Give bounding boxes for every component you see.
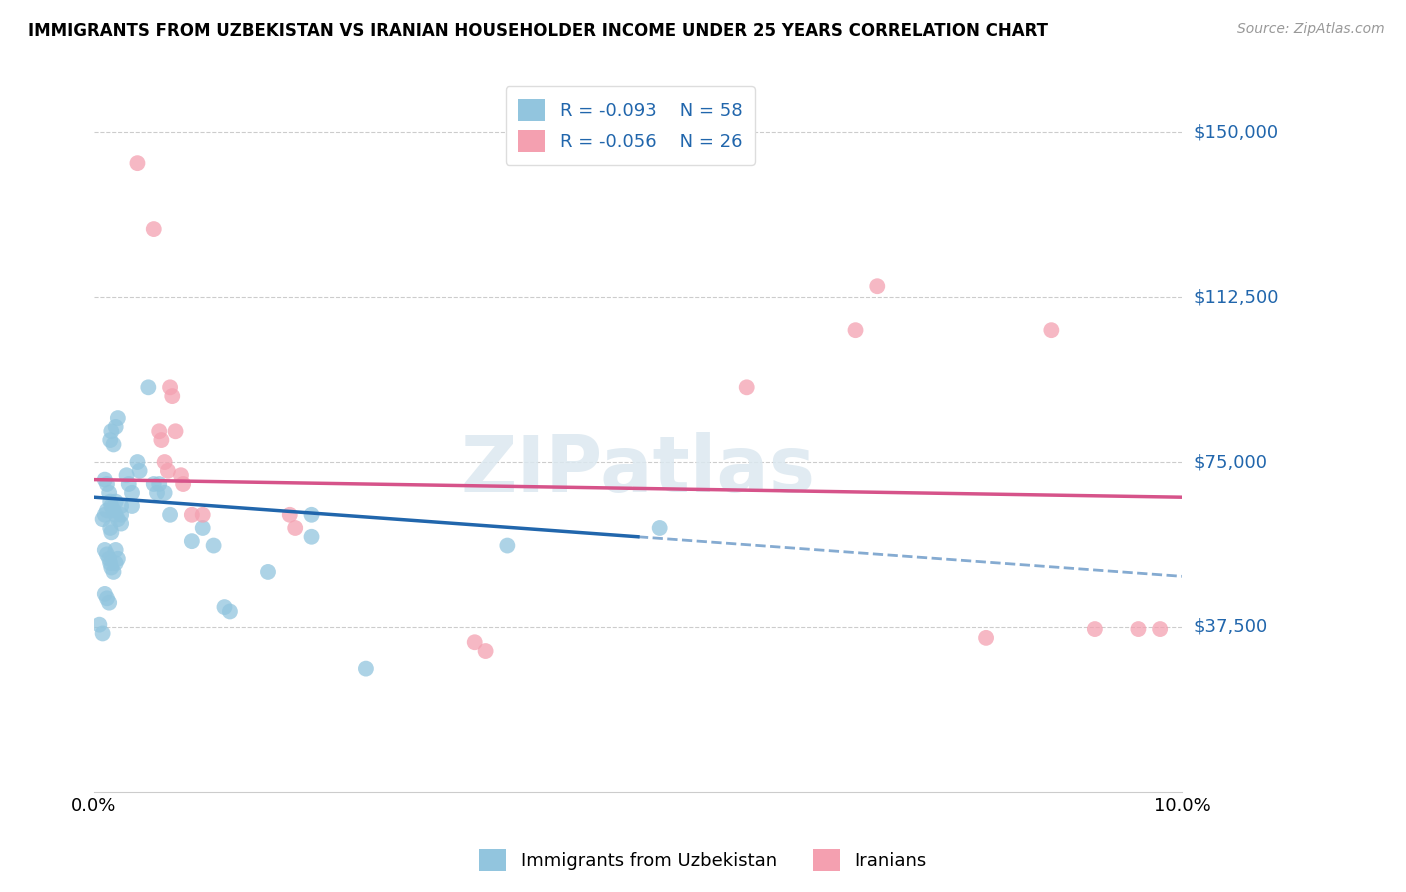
Point xyxy=(98,521,121,535)
Point xyxy=(474,644,496,658)
Point xyxy=(170,468,193,483)
Point xyxy=(159,508,181,522)
Point xyxy=(464,635,486,649)
Point xyxy=(156,464,179,478)
Point xyxy=(159,380,181,394)
Point xyxy=(103,437,125,451)
Point xyxy=(110,499,132,513)
Point xyxy=(89,617,111,632)
Point xyxy=(153,455,176,469)
Point xyxy=(1149,622,1171,636)
Point xyxy=(202,539,225,553)
Point xyxy=(301,530,323,544)
Point xyxy=(1084,622,1107,636)
Point xyxy=(94,508,117,522)
Point xyxy=(118,477,141,491)
Point xyxy=(104,494,127,508)
Point xyxy=(98,494,121,508)
Point xyxy=(148,424,170,438)
Point xyxy=(1040,323,1063,337)
Point xyxy=(91,512,114,526)
Point xyxy=(121,485,143,500)
Point xyxy=(128,464,150,478)
Point xyxy=(284,521,307,535)
Point xyxy=(115,468,138,483)
Point xyxy=(104,543,127,558)
Point xyxy=(214,600,236,615)
Text: $37,500: $37,500 xyxy=(1194,618,1267,636)
Point xyxy=(172,477,194,491)
Point xyxy=(94,587,117,601)
Point xyxy=(96,591,118,606)
Point xyxy=(98,556,121,570)
Point xyxy=(98,485,121,500)
Point xyxy=(121,499,143,513)
Legend: R = -0.093    N = 58, R = -0.056    N = 26: R = -0.093 N = 58, R = -0.056 N = 26 xyxy=(506,87,755,165)
Point xyxy=(103,565,125,579)
Point xyxy=(191,508,214,522)
Point xyxy=(91,626,114,640)
Point xyxy=(100,525,122,540)
Point xyxy=(148,477,170,491)
Point xyxy=(648,521,671,535)
Point xyxy=(94,543,117,558)
Point xyxy=(142,477,165,491)
Point xyxy=(107,512,129,526)
Point xyxy=(136,380,159,394)
Point xyxy=(146,485,169,500)
Point xyxy=(96,503,118,517)
Point xyxy=(98,433,121,447)
Point xyxy=(100,499,122,513)
Point xyxy=(735,380,758,394)
Point xyxy=(98,551,121,566)
Point xyxy=(104,556,127,570)
Point xyxy=(142,222,165,236)
Point xyxy=(98,596,121,610)
Point xyxy=(104,508,127,522)
Point xyxy=(107,551,129,566)
Point xyxy=(278,508,301,522)
Point xyxy=(844,323,866,337)
Point xyxy=(100,560,122,574)
Point xyxy=(1128,622,1150,636)
Point xyxy=(96,547,118,561)
Point xyxy=(191,521,214,535)
Point xyxy=(162,389,184,403)
Point xyxy=(127,455,149,469)
Text: $75,000: $75,000 xyxy=(1194,453,1267,471)
Point xyxy=(219,605,242,619)
Text: $150,000: $150,000 xyxy=(1194,123,1278,142)
Point xyxy=(104,420,127,434)
Point xyxy=(180,508,202,522)
Point xyxy=(110,508,132,522)
Point xyxy=(100,424,122,438)
Point xyxy=(866,279,889,293)
Text: $112,500: $112,500 xyxy=(1194,288,1278,306)
Point xyxy=(150,433,173,447)
Point xyxy=(94,473,117,487)
Point xyxy=(153,485,176,500)
Point xyxy=(257,565,280,579)
Point xyxy=(127,156,149,170)
Point xyxy=(301,508,323,522)
Point xyxy=(180,534,202,549)
Point xyxy=(496,539,519,553)
Point xyxy=(165,424,187,438)
Text: Source: ZipAtlas.com: Source: ZipAtlas.com xyxy=(1237,22,1385,37)
Point xyxy=(110,516,132,531)
Point xyxy=(974,631,997,645)
Legend: Immigrants from Uzbekistan, Iranians: Immigrants from Uzbekistan, Iranians xyxy=(472,842,934,879)
Point xyxy=(107,411,129,425)
Text: ZIPatlas: ZIPatlas xyxy=(460,433,815,508)
Point xyxy=(96,477,118,491)
Point xyxy=(103,503,125,517)
Point xyxy=(354,662,377,676)
Text: IMMIGRANTS FROM UZBEKISTAN VS IRANIAN HOUSEHOLDER INCOME UNDER 25 YEARS CORRELAT: IMMIGRANTS FROM UZBEKISTAN VS IRANIAN HO… xyxy=(28,22,1047,40)
